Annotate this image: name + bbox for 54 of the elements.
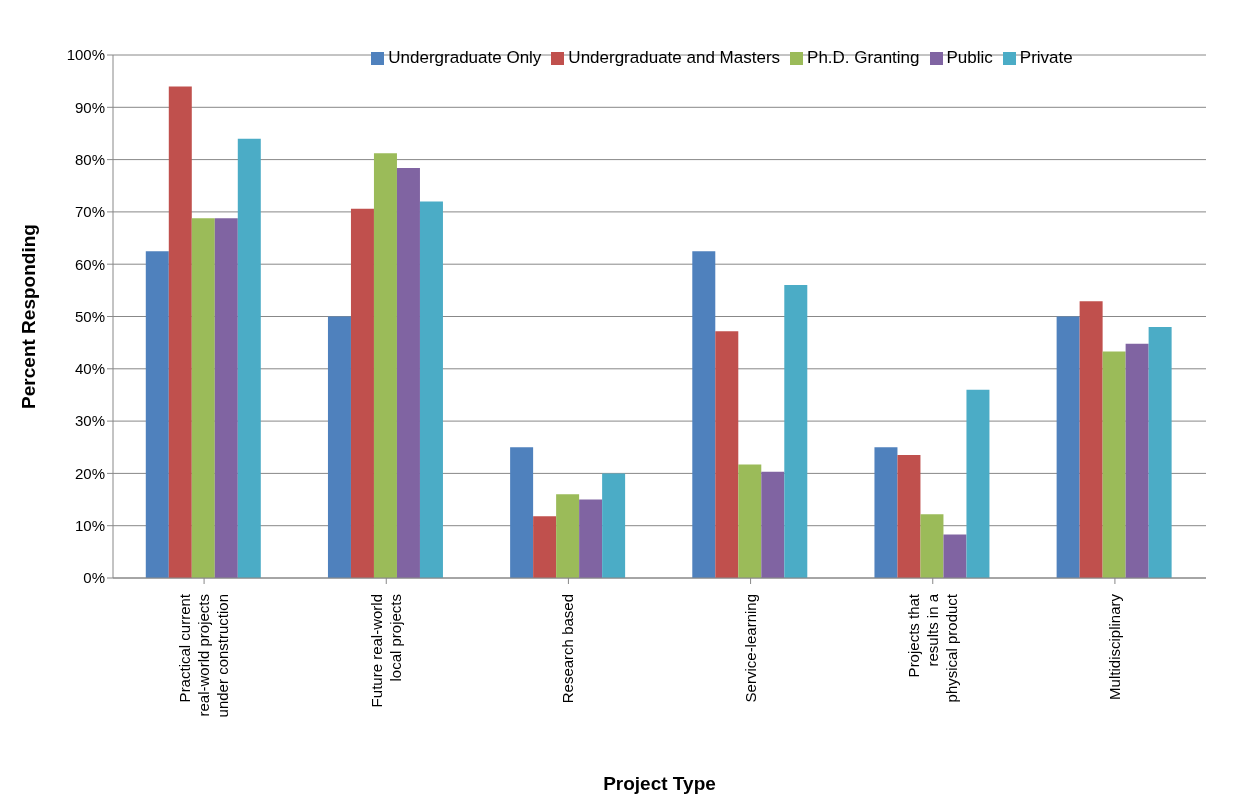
legend-label: Private [1019, 48, 1073, 67]
x-tick-label: Future real-world local projects [367, 594, 404, 708]
bar [396, 167, 420, 578]
bar [1102, 351, 1126, 578]
y-tick-label: 50% [74, 307, 105, 325]
y-tick-label: 100% [66, 46, 105, 64]
bar [966, 389, 990, 578]
bar [533, 516, 557, 578]
bar [715, 331, 739, 578]
bar [350, 208, 374, 578]
y-tick-label: 40% [74, 360, 105, 378]
bar [419, 201, 443, 578]
x-tick-label: Research based [559, 594, 577, 704]
y-tick-label: 10% [74, 517, 105, 535]
bar [1056, 316, 1080, 578]
legend-label: Public [946, 48, 993, 67]
bar [920, 514, 944, 578]
bar [874, 447, 898, 578]
y-tick-label: 30% [74, 412, 105, 430]
bar [738, 464, 762, 578]
bar [943, 534, 967, 578]
bar [168, 86, 192, 578]
bar [191, 218, 215, 578]
y-tick-label: 60% [74, 255, 105, 273]
y-axis-title: Percent Responding [17, 224, 39, 409]
bar [214, 218, 238, 578]
bar [1148, 326, 1172, 578]
legend-label: Undergraduate Only [388, 48, 542, 67]
bar [579, 499, 603, 578]
bar [510, 447, 534, 578]
bar [1125, 343, 1149, 578]
bar [602, 473, 626, 578]
y-tick-label: 70% [74, 203, 105, 221]
x-tick-label: Practical current real-world projects under construction [176, 593, 232, 718]
y-tick-label: 80% [74, 150, 105, 168]
bar [784, 285, 808, 578]
y-tick-label: 90% [74, 98, 105, 116]
x-tick-label: Service-learning [741, 594, 759, 703]
bar [556, 494, 580, 578]
x-tick-label: Projects that results in a physical product [904, 593, 960, 703]
y-tick-label: 0% [83, 569, 105, 587]
x-axis-title: Project Type [603, 773, 716, 794]
bar [327, 316, 351, 578]
bar [897, 455, 921, 578]
legend-label: Ph.D. Granting [807, 48, 920, 67]
bar [1079, 301, 1103, 578]
bar [237, 138, 261, 578]
y-tick-label: 20% [74, 464, 105, 482]
bar [373, 153, 397, 578]
bar [145, 251, 169, 578]
bar [761, 471, 785, 578]
legend-label: Undergraduate and Masters [568, 48, 781, 67]
x-tick-label: Multidisciplinary [1105, 593, 1123, 700]
bar [692, 251, 716, 578]
